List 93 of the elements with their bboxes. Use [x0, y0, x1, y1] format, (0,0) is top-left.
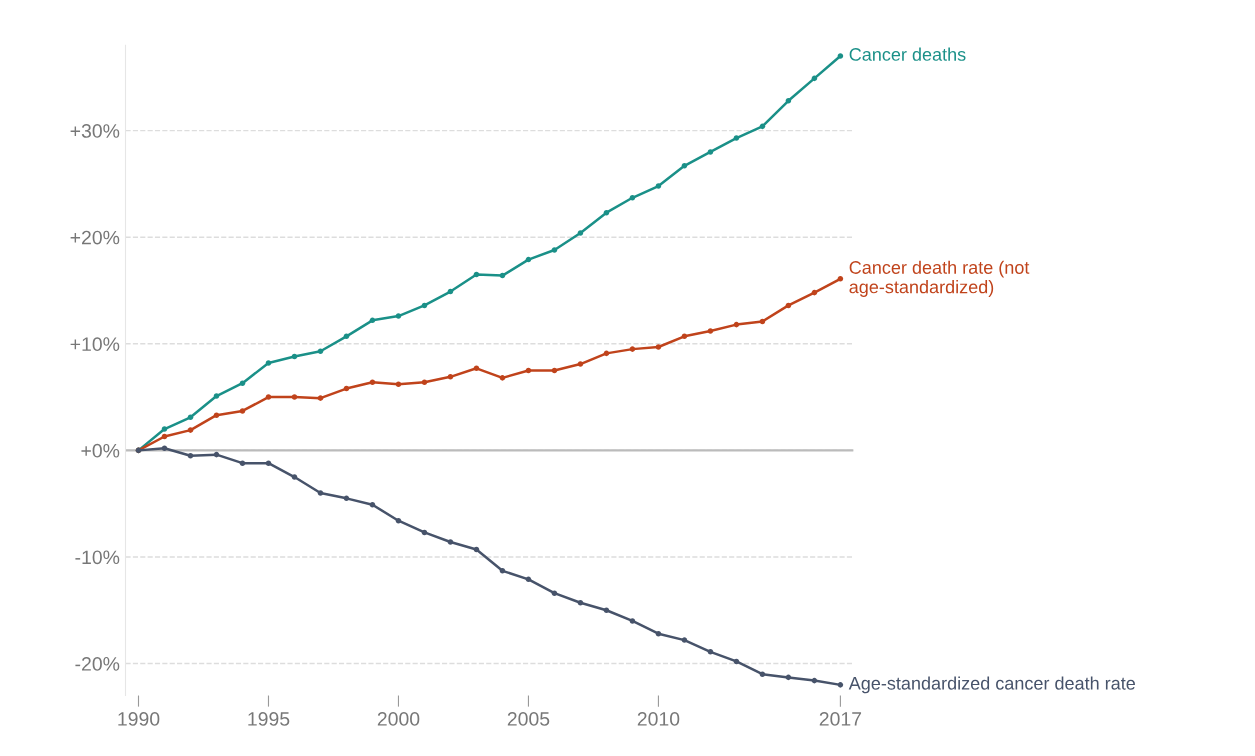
point — [577, 361, 584, 367]
point — [603, 607, 610, 614]
point — [655, 630, 662, 637]
y-tick-label: +10% — [70, 337, 120, 352]
point — [707, 328, 714, 334]
point — [655, 344, 662, 350]
point — [187, 452, 194, 459]
point — [369, 501, 376, 508]
point — [213, 393, 220, 399]
point — [811, 289, 818, 296]
point — [317, 490, 324, 496]
x-tick-label: 2005 — [507, 712, 550, 726]
point — [395, 313, 402, 319]
y-tick-label: +30% — [70, 124, 120, 138]
point — [811, 75, 818, 82]
point — [629, 195, 636, 201]
point — [499, 568, 506, 574]
point — [551, 367, 558, 374]
y-tick-label: +0% — [81, 443, 120, 458]
point — [161, 445, 168, 452]
point — [265, 460, 272, 466]
point — [447, 288, 454, 295]
point — [499, 272, 506, 279]
point — [343, 495, 350, 502]
point — [629, 618, 636, 624]
point — [785, 302, 792, 309]
point — [187, 414, 194, 421]
point — [161, 426, 168, 432]
point — [525, 256, 532, 263]
point — [837, 53, 844, 59]
point — [759, 318, 766, 325]
point — [421, 302, 428, 309]
x-tick-label: 2017 — [819, 712, 862, 726]
point — [525, 576, 532, 583]
point — [733, 321, 740, 328]
y-tick-label: +20% — [70, 230, 120, 245]
point — [239, 460, 246, 466]
point — [577, 230, 584, 236]
y-tick-label: -20% — [75, 657, 120, 671]
point — [551, 590, 558, 596]
point — [369, 317, 376, 324]
point — [681, 637, 688, 643]
x-tick-label: 2010 — [637, 712, 680, 726]
y-tick-label: -10% — [75, 550, 120, 565]
point — [759, 671, 766, 677]
point — [707, 149, 714, 155]
point — [603, 209, 610, 216]
point — [395, 381, 402, 388]
series-label: Cancer deaths — [849, 47, 966, 61]
point — [421, 529, 428, 536]
point — [291, 353, 298, 360]
point — [629, 346, 636, 352]
series-label: Age-standardized cancer death rate — [848, 676, 1135, 694]
point — [681, 163, 688, 169]
x-tick-label: 2000 — [377, 712, 420, 726]
point — [317, 348, 324, 355]
point — [447, 374, 454, 380]
point — [473, 365, 480, 372]
point — [733, 658, 740, 665]
point — [551, 247, 558, 253]
point — [837, 682, 844, 688]
point — [733, 135, 740, 141]
series-label: Cancer death rate (not age-standardized) — [849, 260, 1030, 297]
point — [499, 375, 506, 381]
x-tick-label: 1990 — [118, 712, 160, 726]
point — [785, 98, 792, 104]
point — [421, 379, 428, 385]
point — [681, 333, 688, 340]
point — [603, 350, 610, 357]
point — [239, 408, 246, 414]
point — [239, 380, 246, 387]
point — [291, 394, 298, 400]
point — [369, 379, 376, 385]
point — [187, 427, 194, 433]
point — [707, 649, 714, 655]
point — [525, 367, 532, 374]
point — [655, 183, 662, 189]
point — [577, 600, 584, 606]
point — [213, 451, 220, 458]
point — [343, 385, 350, 392]
point — [343, 333, 350, 340]
point — [317, 395, 324, 401]
point — [213, 412, 220, 418]
point — [447, 539, 454, 545]
point — [811, 677, 818, 684]
point — [265, 394, 272, 400]
point — [837, 276, 844, 282]
point — [785, 674, 792, 681]
point — [759, 123, 766, 130]
point — [291, 474, 298, 480]
point — [265, 360, 272, 366]
point — [395, 517, 402, 524]
x-tick-label: 1995 — [248, 712, 290, 726]
